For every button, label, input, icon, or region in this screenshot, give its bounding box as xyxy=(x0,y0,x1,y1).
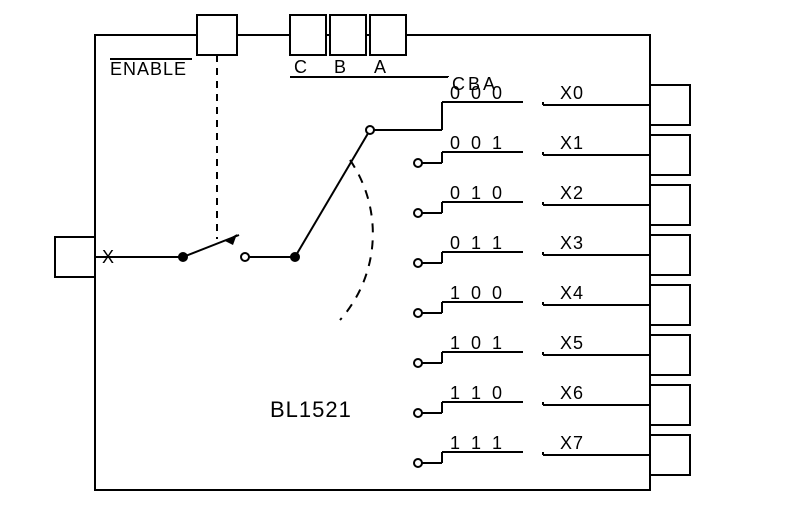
output-pin-box-x4 xyxy=(650,285,690,325)
select-pin-box-c xyxy=(290,15,326,55)
output-code-x0: 0 0 0 xyxy=(450,83,505,103)
select-label-b: B xyxy=(334,57,347,77)
output-pin-box-x7 xyxy=(650,435,690,475)
output-code-x1: 0 0 1 xyxy=(450,133,505,153)
output-pin-box-x0 xyxy=(650,85,690,125)
select-label-c: C xyxy=(294,57,308,77)
output-pin-box-x1 xyxy=(650,135,690,175)
select-pin-box-a xyxy=(370,15,406,55)
output-code-x5: 1 0 1 xyxy=(450,333,505,353)
output-label-x3: X3 xyxy=(560,233,584,253)
output-pin-box-x6 xyxy=(650,385,690,425)
output-label-x5: X5 xyxy=(560,333,584,353)
output-code-x6: 1 1 0 xyxy=(450,383,505,403)
output-label-x4: X4 xyxy=(560,283,584,303)
select-pin-box-b xyxy=(330,15,366,55)
output-code-x3: 0 1 1 xyxy=(450,233,505,253)
enable-label: ENABLE xyxy=(110,59,187,79)
x-pin-box xyxy=(55,237,95,277)
enable-pin-box xyxy=(197,15,237,55)
output-code-x2: 0 1 0 xyxy=(450,183,505,203)
select-label-a: A xyxy=(374,57,387,77)
output-code-x7: 1 1 1 xyxy=(450,433,505,453)
output-label-x0: X0 xyxy=(560,83,584,103)
output-label-x1: X1 xyxy=(560,133,584,153)
output-pin-box-x3 xyxy=(650,235,690,275)
output-label-x2: X2 xyxy=(560,183,584,203)
output-label-x7: X7 xyxy=(560,433,584,453)
output-pin-box-x2 xyxy=(650,185,690,225)
output-pin-box-x5 xyxy=(650,335,690,375)
chip-body xyxy=(95,35,650,490)
output-code-x4: 1 0 0 xyxy=(450,283,505,303)
part-number: BL1521 xyxy=(270,397,352,422)
output-label-x6: X6 xyxy=(560,383,584,403)
